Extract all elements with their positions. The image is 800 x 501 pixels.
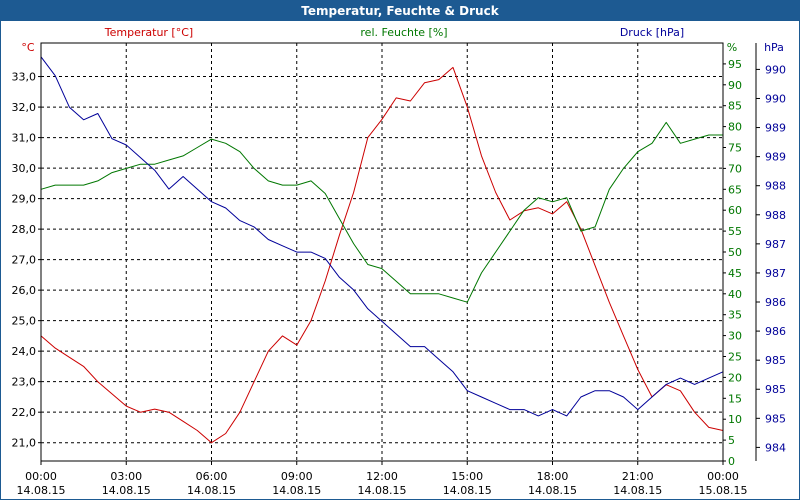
humidity-tick-label: 40 xyxy=(728,288,742,301)
humidity-tick-label: 75 xyxy=(728,142,742,155)
time-tick-label: 12:00 xyxy=(366,470,398,483)
temperature-tick-label: 21,0 xyxy=(12,437,37,450)
labels: 21,0 22,0 23,0 24,0 25,0 26,0 27,0 28,0 29,0 30,0… xyxy=(12,26,787,497)
series-layer xyxy=(40,56,724,444)
humidity-tick-label: 70 xyxy=(728,162,742,175)
humidity-unit-label: % xyxy=(727,41,737,54)
date-tick-label: 14.08.15 xyxy=(102,484,151,497)
date-tick-label: 14.08.15 xyxy=(528,484,577,497)
temperature-tick-label: 23,0 xyxy=(12,376,37,389)
pressure-tick-label: 990 xyxy=(765,63,786,76)
pressure-tick-label: 986 xyxy=(765,325,786,338)
temperature-tick-label: 30,0 xyxy=(12,162,37,175)
humidity-tick-label: 5 xyxy=(728,434,735,447)
time-tick-label: 21:00 xyxy=(622,470,654,483)
date-tick-label: 14.08.15 xyxy=(272,484,321,497)
humidity-tick-label: 35 xyxy=(728,309,742,322)
pressure-unit-label: hPa xyxy=(764,41,784,54)
temperature-axis-label: Temperatur [°C] xyxy=(104,26,193,39)
series-line-pressure xyxy=(40,56,724,417)
time-tick-label: 15:00 xyxy=(451,470,483,483)
humidity-tick-label: 20 xyxy=(728,371,742,384)
pressure-tick-label: 989 xyxy=(765,122,786,135)
time-tick-label: 09:00 xyxy=(281,470,313,483)
humidity-tick-label: 0 xyxy=(728,455,735,468)
time-tick-label: 00:00 xyxy=(707,470,739,483)
pressure-tick-label: 988 xyxy=(765,180,786,193)
temperature-tick-label: 28,0 xyxy=(12,223,37,236)
pressure-tick-label: 987 xyxy=(765,238,786,251)
date-tick-label: 14.08.15 xyxy=(358,484,407,497)
time-tick-label: 00:00 xyxy=(25,470,57,483)
humidity-tick-label: 30 xyxy=(728,330,742,343)
series-line-humidity xyxy=(40,121,723,303)
date-tick-label: 14.08.15 xyxy=(613,484,662,497)
humidity-tick-label: 15 xyxy=(728,392,742,405)
date-tick-label: 14.08.15 xyxy=(443,484,492,497)
humidity-tick-label: 45 xyxy=(728,267,742,280)
pressure-tick-label: 989 xyxy=(765,151,786,164)
axes xyxy=(38,42,760,465)
temperature-tick-label: 32,0 xyxy=(12,101,37,114)
temperature-tick-label: 27,0 xyxy=(12,254,37,267)
pressure-tick-label: 984 xyxy=(765,441,786,454)
humidity-axis-label: rel. Feuchte [%] xyxy=(360,26,447,39)
temperature-unit-label: °C xyxy=(21,41,35,54)
temperature-tick-label: 22,0 xyxy=(12,406,37,419)
humidity-tick-label: 85 xyxy=(728,100,742,113)
temperature-tick-label: 31,0 xyxy=(12,132,37,145)
humidity-tick-label: 10 xyxy=(728,413,742,426)
humidity-tick-label: 95 xyxy=(728,58,742,71)
temperature-tick-label: 29,0 xyxy=(12,193,37,206)
humidity-tick-label: 50 xyxy=(728,246,742,259)
humidity-tick-label: 80 xyxy=(728,121,742,134)
series-line-temperature xyxy=(40,66,724,444)
window-title: Temperatur, Feuchte & Druck xyxy=(1,1,799,21)
date-tick-label: 14.08.15 xyxy=(187,484,236,497)
pressure-tick-label: 985 xyxy=(765,383,786,396)
time-tick-label: 18:00 xyxy=(537,470,569,483)
humidity-tick-label: 90 xyxy=(728,79,742,92)
temperature-tick-label: 24,0 xyxy=(12,345,37,358)
humidity-tick-label: 55 xyxy=(728,225,742,238)
grid xyxy=(40,43,724,461)
temperature-tick-label: 25,0 xyxy=(12,315,37,328)
date-tick-label: 15.08.15 xyxy=(699,484,748,497)
pressure-tick-label: 985 xyxy=(765,412,786,425)
pressure-tick-label: 988 xyxy=(765,209,786,222)
temperature-tick-label: 26,0 xyxy=(12,284,37,297)
date-tick-label: 14.08.15 xyxy=(17,484,66,497)
pressure-tick-label: 985 xyxy=(765,354,786,367)
pressure-axis-label: Druck [hPa] xyxy=(620,26,684,39)
time-tick-label: 06:00 xyxy=(196,470,228,483)
pressure-tick-label: 986 xyxy=(765,296,786,309)
pressure-tick-label: 990 xyxy=(765,92,786,105)
humidity-tick-label: 65 xyxy=(728,183,742,196)
pressure-tick-label: 987 xyxy=(765,267,786,280)
temperature-tick-label: 33,0 xyxy=(12,71,37,84)
humidity-tick-label: 25 xyxy=(728,351,742,364)
humidity-tick-label: 60 xyxy=(728,204,742,217)
time-tick-label: 03:00 xyxy=(110,470,142,483)
